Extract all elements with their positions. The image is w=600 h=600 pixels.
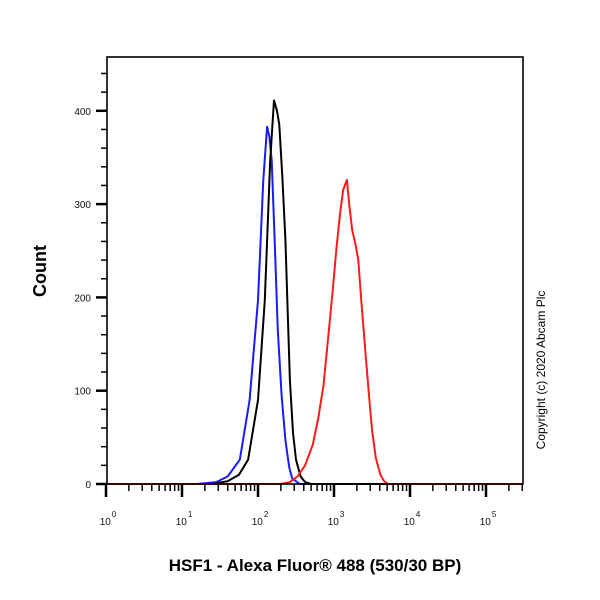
x-axis-ticks: 100 101 102 103 104 105 — [100, 484, 524, 528]
x-tick-label: 100 — [100, 510, 117, 528]
copyright-notice: Copyright (c) 2020 Abcam Plc — [534, 291, 548, 450]
y-axis-ticks: 0 100 200 300 400 — [74, 72, 107, 491]
histogram-curves — [106, 99, 523, 485]
y-tick-label: 400 — [74, 107, 91, 118]
x-tick-label: 101 — [176, 510, 193, 528]
x-tick-label: 103 — [328, 510, 345, 528]
y-axis-title: Count — [30, 245, 50, 297]
curve-red — [106, 178, 523, 485]
y-tick-label: 0 — [85, 480, 91, 491]
y-tick-label: 300 — [74, 200, 91, 211]
x-tick-label: 102 — [252, 510, 269, 528]
curve-black — [106, 99, 523, 485]
x-tick-label: 104 — [404, 510, 421, 528]
plot-frame — [106, 56, 524, 485]
curve-blue — [106, 125, 523, 485]
y-tick-label: 200 — [74, 293, 91, 304]
y-tick-label: 100 — [74, 387, 91, 398]
x-axis-title: HSF1 - Alexa Fluor® 488 (530/30 BP) — [169, 556, 462, 575]
x-tick-label: 105 — [480, 510, 497, 528]
